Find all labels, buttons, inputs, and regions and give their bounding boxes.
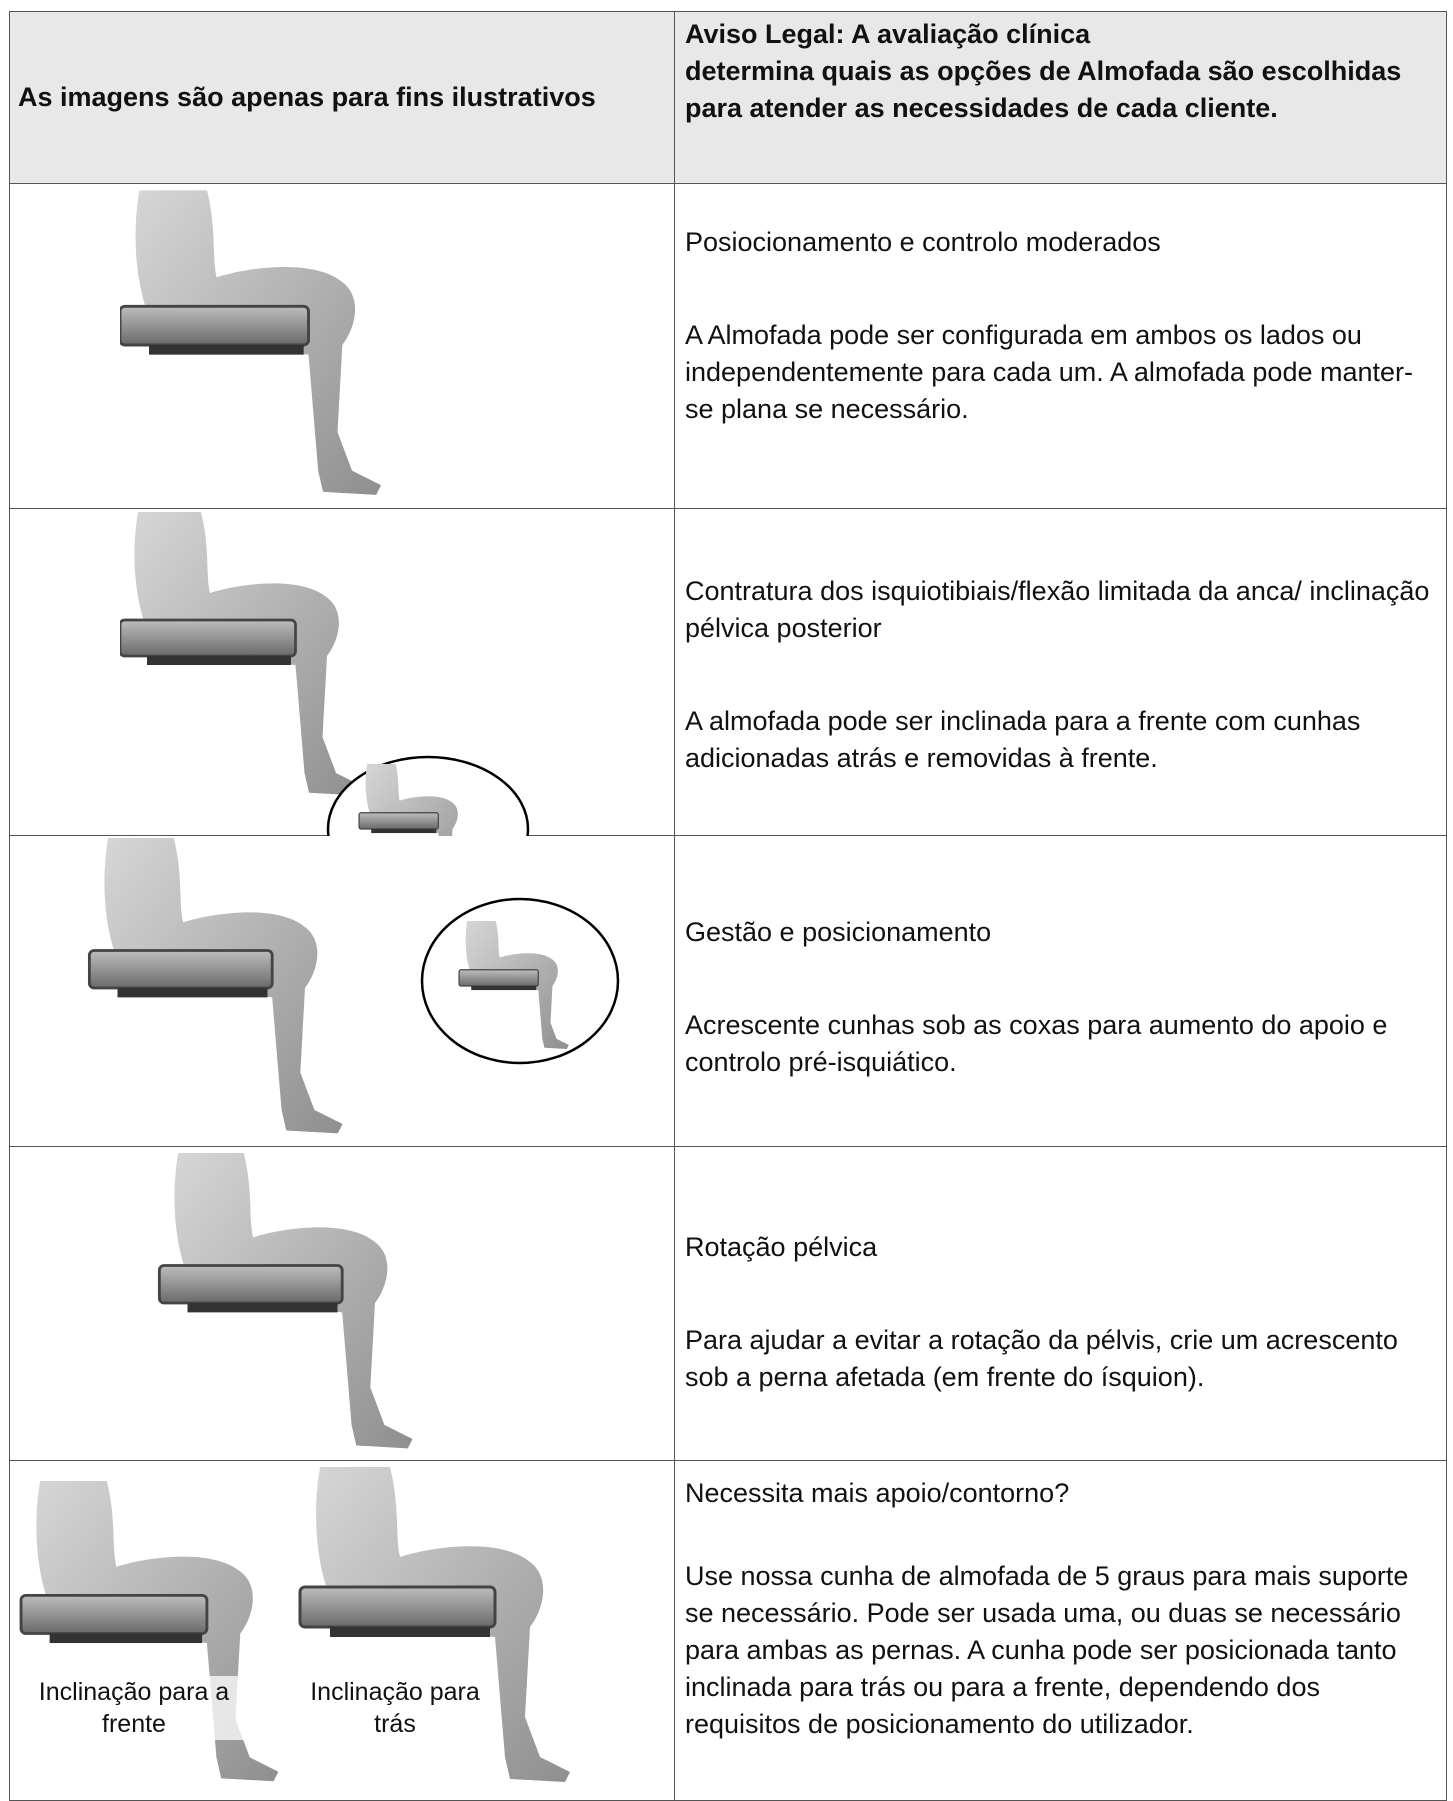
image-cell: [9, 1146, 675, 1461]
illustration: [120, 190, 383, 497]
text-cell: Gestão e posicionamento Acrescente cunha…: [674, 835, 1447, 1147]
row-description: Use nossa cunha de almofada de 5 graus p…: [685, 1561, 1409, 1739]
row: Rotação pélvica Para ajudar a evitar a r…: [9, 1146, 1447, 1461]
row-title: Rotação pélvica: [685, 1232, 878, 1262]
image-cell: [9, 183, 675, 509]
cushion-table: As imagens são apenas para fins ilustrat…: [9, 11, 1447, 1801]
image-cell: [9, 835, 675, 1147]
row-description: Acrescente cunhas sob as coxas para aume…: [685, 1010, 1388, 1077]
row-title: Posiocionamento e controlo moderados: [685, 227, 1161, 257]
image-cell: Inclinação para a frente Inclinação para…: [9, 1460, 675, 1801]
header-left: As imagens são apenas para fins ilustrat…: [9, 11, 675, 184]
header-right-line: determina quais as opções de Almofada sã…: [685, 56, 1402, 123]
row: Posiocionamento e controlo moderados A A…: [9, 183, 1447, 509]
row-title: Gestão e posicionamento: [685, 917, 992, 947]
row-description: Para ajudar a evitar a rotação da pélvis…: [685, 1325, 1398, 1392]
header-row: As imagens são apenas para fins ilustrat…: [9, 11, 1447, 184]
image-cell: [9, 508, 675, 836]
illustration: [87, 838, 620, 1136]
text-cell: Necessita mais apoio/contorno? Use nossa…: [674, 1460, 1447, 1801]
row-title: Necessita mais apoio/contorno?: [685, 1478, 1070, 1508]
image-label: Inclinação para a frente: [24, 1676, 244, 1740]
text-cell: Rotação pélvica Para ajudar a evitar a r…: [674, 1146, 1447, 1461]
header-right: Aviso Legal: A avaliação clínica determi…: [674, 11, 1447, 184]
row-title: Contratura dos isquiotibiais/flexão limi…: [685, 576, 1430, 643]
row: Contratura dos isquiotibiais/flexão limi…: [9, 508, 1447, 836]
header-right-line: Aviso Legal: A avaliação clínica: [685, 19, 1091, 49]
row-description: A almofada pode ser inclinada para a fre…: [685, 706, 1361, 773]
text-cell: Contratura dos isquiotibiais/flexão limi…: [674, 508, 1447, 836]
row: Gestão e posicionamento Acrescente cunha…: [9, 835, 1447, 1147]
row: Inclinação para a frente Inclinação para…: [9, 1460, 1447, 1801]
illustration: [157, 1153, 414, 1450]
text-cell: Posiocionamento e controlo moderados A A…: [674, 183, 1447, 509]
header-left-text: As imagens são apenas para fins ilustrat…: [18, 82, 596, 112]
illustration: [120, 511, 530, 836]
image-label: Inclinação para trás: [300, 1676, 490, 1740]
row-description: A Almofada pode ser configurada em ambos…: [685, 320, 1413, 424]
illustration: [19, 1467, 572, 1784]
